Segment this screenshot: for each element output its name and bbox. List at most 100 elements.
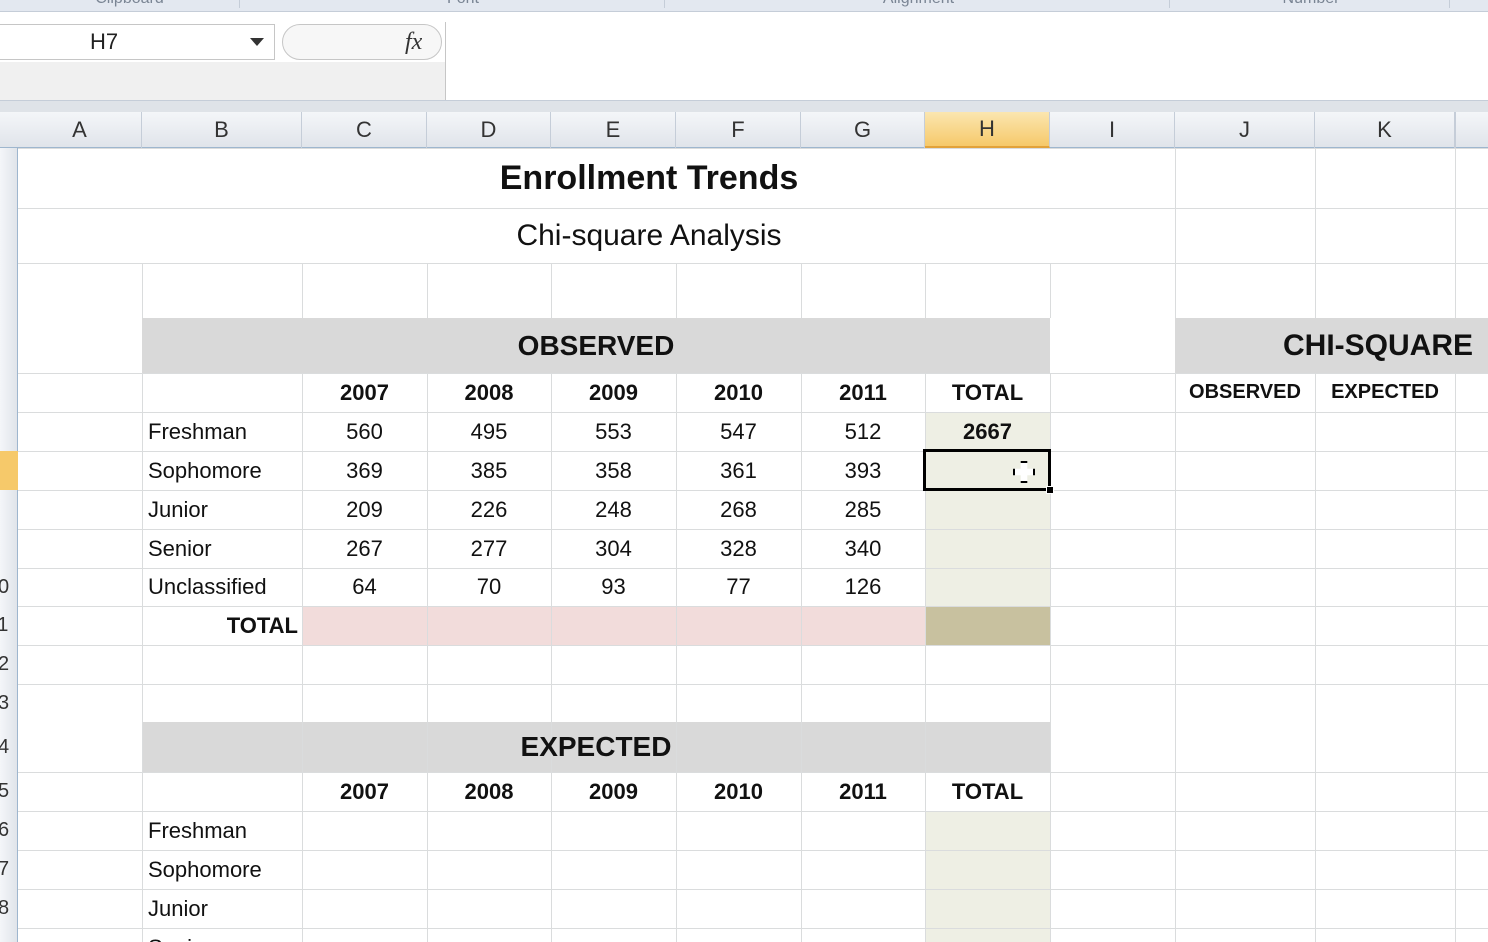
total-row-label: TOTAL — [226, 612, 298, 638]
column-header: C — [302, 112, 427, 148]
header-fill — [142, 318, 1050, 373]
total-row-fill — [302, 606, 925, 645]
cell-total: 2667 — [963, 418, 1012, 444]
formula-buttons — [282, 24, 442, 60]
ribbon-group-label: Number — [1173, 0, 1450, 8]
column-header-bar — [0, 112, 1488, 148]
row-header: 18 — [0, 897, 10, 919]
grid-line — [925, 373, 926, 942]
column-header: B — [142, 112, 302, 148]
total-header: TOTAL — [951, 379, 1024, 405]
year-header: 2009 — [589, 379, 638, 405]
grid-line — [1175, 373, 1176, 942]
cell-value: 358 — [595, 457, 632, 483]
grid-line — [18, 148, 1488, 149]
cell-value: 248 — [595, 496, 632, 522]
grid-line — [18, 606, 1488, 607]
column-header: J — [1175, 112, 1315, 148]
grid-line — [801, 263, 802, 318]
grid-line — [1455, 373, 1456, 942]
name-box[interactable]: H7 — [0, 24, 275, 60]
row-header-selected — [0, 451, 18, 490]
chi-column-header: EXPECTED — [1331, 381, 1439, 403]
row-label: Senior — [148, 535, 212, 561]
year-header: 2007 — [340, 778, 389, 804]
grid-line — [676, 373, 677, 942]
grand-total-fill — [925, 606, 1050, 645]
grid-line — [18, 772, 1488, 773]
row-label: Senior — [142, 928, 302, 942]
total-column-fill — [925, 811, 1050, 942]
column-header: E — [551, 112, 676, 148]
grid-line — [142, 263, 143, 318]
grid-line — [18, 684, 1488, 685]
row-label: Junior — [148, 496, 208, 522]
column-header: K — [1315, 112, 1455, 148]
column-header: H — [925, 112, 1050, 148]
cell-value: 209 — [346, 496, 383, 522]
row-header: 11 — [0, 614, 9, 636]
cell-value: 285 — [844, 496, 882, 522]
cell-value: 512 — [844, 418, 882, 444]
cell-value: 495 — [470, 418, 508, 444]
grid-line — [551, 263, 552, 318]
cell-value: 93 — [601, 574, 626, 599]
grid-line — [427, 373, 428, 942]
grid-line — [925, 263, 926, 318]
chi-column-header: OBSERVED — [1189, 381, 1301, 403]
grid-line — [1050, 263, 1051, 318]
cell-value: 304 — [595, 535, 632, 561]
year-header: 2011 — [839, 379, 887, 405]
grid-line — [18, 529, 1488, 530]
function-button[interactable]: fx — [405, 28, 423, 55]
grid-line — [1175, 148, 1176, 318]
cell-value: 385 — [470, 457, 508, 483]
row-header: 12 — [0, 653, 10, 675]
grid-line — [1455, 148, 1456, 318]
grid-line — [18, 889, 1488, 890]
cell-value: 226 — [470, 496, 508, 522]
formula-divider — [445, 22, 446, 100]
grid-line — [427, 263, 428, 318]
row-label: Sophomore — [148, 457, 262, 483]
year-header: 2008 — [464, 379, 514, 405]
grid-line — [18, 568, 1488, 569]
cell-value: 268 — [720, 496, 757, 522]
grid-line — [142, 373, 143, 942]
column-header: F — [676, 112, 801, 148]
year-header: 2011 — [839, 778, 887, 804]
grid-line — [18, 263, 1488, 264]
row-header: 13 — [0, 691, 10, 714]
grid-line — [1315, 373, 1316, 942]
cell-value: 328 — [720, 535, 757, 561]
grid-line — [18, 811, 1488, 812]
row-header: 15 — [0, 780, 10, 802]
cell-value: 361 — [720, 457, 757, 483]
year-header: 2008 — [464, 778, 514, 804]
separator — [0, 100, 1488, 112]
grid-line — [302, 373, 303, 942]
grid-line — [1315, 148, 1316, 318]
section-header: CHI-SQUARE — [1283, 328, 1474, 362]
row-label: Junior — [148, 895, 208, 921]
year-header: 2009 — [589, 778, 638, 804]
row-label: Freshman — [148, 817, 248, 843]
grid-line — [18, 208, 1488, 209]
cell-value: 64 — [352, 574, 377, 599]
grid-line — [18, 451, 1488, 452]
selected-cell[interactable] — [923, 449, 1051, 491]
row-header: 10 — [0, 575, 10, 598]
year-header: 2010 — [714, 379, 763, 405]
header-fill — [142, 722, 1050, 772]
grid-line — [551, 373, 552, 942]
cell-value: 553 — [595, 418, 632, 444]
ribbon-bottom — [0, 0, 1488, 12]
name-box-arrow[interactable] — [250, 38, 264, 46]
column-header — [1455, 112, 1488, 148]
section-header: OBSERVED — [517, 329, 675, 361]
grid-line — [801, 373, 802, 942]
grid-line — [1050, 373, 1051, 942]
ribbon-group-label: Alignment — [668, 0, 1170, 8]
cell-value: 369 — [346, 457, 383, 483]
